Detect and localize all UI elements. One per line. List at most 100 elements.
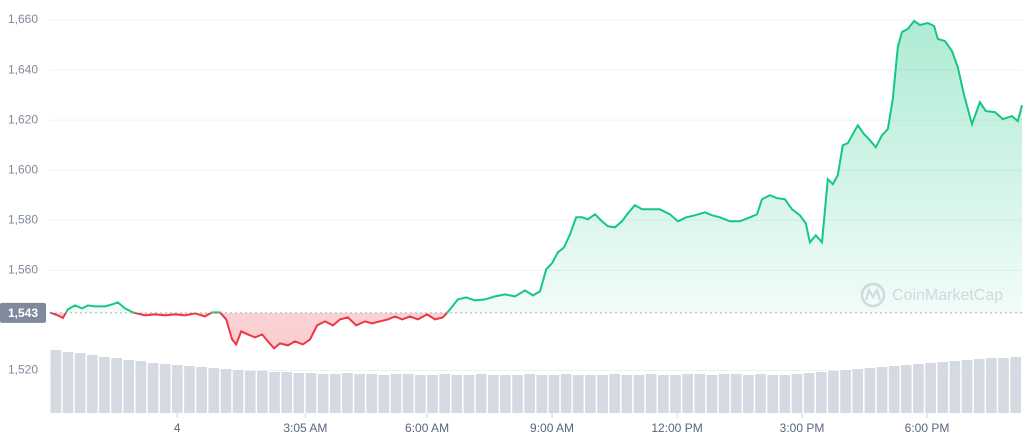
volume-bar — [658, 375, 669, 413]
volume-bar — [949, 361, 961, 413]
y-tick-label: 1,520 — [8, 363, 38, 377]
volume-bar — [184, 366, 195, 413]
volume-bar — [244, 371, 256, 413]
x-tick-label: 9:00 AM — [530, 421, 574, 435]
volume-bar — [159, 364, 171, 413]
x-tick-label: 12:00 PM — [651, 421, 702, 435]
volume-bar — [755, 374, 766, 413]
volume-bar — [257, 371, 268, 413]
volume-bar — [597, 375, 608, 413]
volume-bar — [232, 370, 244, 413]
volume-bar — [840, 370, 851, 413]
area-up — [50, 21, 1022, 313]
volume-bar — [536, 375, 548, 413]
volume-bar — [196, 367, 207, 413]
volume-bar — [925, 363, 936, 413]
volume-bar — [135, 361, 147, 413]
volume-bar — [779, 375, 791, 413]
volume-bar — [585, 375, 596, 413]
volume-bar — [609, 374, 621, 413]
volume-bar — [633, 375, 645, 413]
price-line-down — [49, 312, 449, 350]
volume-bar — [791, 374, 803, 413]
volume-bar — [111, 358, 122, 413]
volume-bar — [961, 360, 973, 413]
volume-bar — [147, 363, 159, 413]
volume-bar — [670, 375, 681, 413]
x-tick-label: 4 — [174, 421, 181, 435]
volume-bar — [123, 360, 135, 413]
volume-bar — [694, 374, 706, 413]
y-tick-label: 1,640 — [8, 62, 38, 76]
volume-bar — [986, 358, 997, 413]
watermark: CoinMarketCap — [860, 282, 1003, 308]
volume-bar — [220, 369, 232, 413]
volume-bar — [803, 373, 815, 413]
volume-bar — [451, 375, 463, 413]
volume-bar — [913, 364, 924, 413]
volume-bar — [560, 374, 572, 413]
x-tick-label: 3:05 AM — [283, 421, 327, 435]
volume-bar — [1010, 357, 1021, 413]
volume-bar — [269, 372, 280, 413]
volume-bar — [767, 375, 778, 413]
volume-bar — [342, 373, 353, 413]
volume-bar — [524, 374, 535, 413]
volume-bar — [548, 375, 560, 413]
volume-bar — [317, 374, 329, 413]
y-tick-label: 1,620 — [8, 112, 38, 126]
area-down — [50, 312, 1022, 349]
y-tick-label: 1,660 — [8, 12, 38, 26]
x-tick-label: 6:00 AM — [405, 421, 449, 435]
volume-bar — [354, 374, 365, 413]
volume-bar — [500, 375, 511, 413]
volume-bar — [427, 375, 438, 413]
volume-bar — [329, 374, 341, 413]
baseline-badge — [0, 302, 46, 323]
volume-bar — [682, 374, 693, 413]
volume-bar — [99, 357, 110, 413]
volume-bar — [998, 358, 1009, 413]
volume-bar — [718, 374, 730, 413]
x-tick-label: 3:00 PM — [780, 421, 825, 435]
volume-bar — [901, 365, 912, 413]
volume-bar — [208, 368, 220, 413]
volume-bar — [86, 355, 98, 413]
volume-bar — [876, 367, 888, 413]
volume-bar — [973, 359, 985, 413]
volume-bar — [281, 372, 292, 413]
volume-bar — [172, 365, 183, 413]
price-line-up — [49, 19, 1023, 313]
y-tick-label: 1,600 — [8, 162, 38, 176]
volume-bar — [730, 374, 742, 413]
volume-bar — [645, 374, 657, 413]
volume-bar — [305, 373, 317, 413]
volume-bar — [402, 374, 414, 413]
volume-bar — [937, 362, 949, 413]
volume-bar — [74, 353, 86, 413]
volume-bar — [293, 373, 305, 413]
volume-bar — [487, 375, 499, 413]
volume-bar — [463, 375, 475, 413]
volume-bar — [888, 366, 900, 413]
volume-bar — [815, 372, 827, 413]
y-tick-label: 1,560 — [8, 262, 38, 276]
volume-bar — [378, 375, 390, 413]
volume-bar — [706, 375, 718, 413]
volume-bar — [62, 352, 74, 413]
volume-bar — [366, 374, 378, 413]
volume-bar — [390, 374, 402, 413]
x-tick-label: 6:00 PM — [905, 421, 950, 435]
volume-bar — [864, 368, 876, 413]
volume-bar — [512, 375, 523, 413]
volume-bar — [475, 374, 487, 413]
volume-bar — [415, 375, 426, 413]
y-tick-label: 1,580 — [8, 212, 38, 226]
volume-bar — [828, 371, 839, 413]
volume-bar — [439, 374, 450, 413]
volume-bar — [621, 375, 633, 413]
watermark-text: CoinMarketCap — [892, 287, 1003, 304]
volume-bar — [572, 375, 584, 413]
